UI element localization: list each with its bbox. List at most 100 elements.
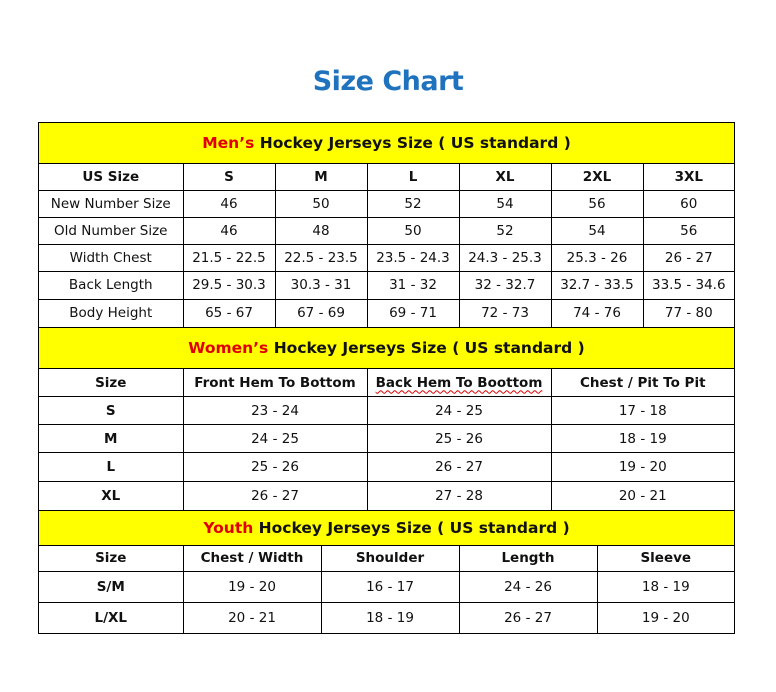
table-row: XL 26 - 27 27 - 28 20 - 21 — [39, 481, 735, 511]
table-cell: 52 — [366, 189, 460, 218]
table-row: S 23 - 24 24 - 25 17 - 18 — [39, 396, 735, 425]
cell-text: Back Hem To Boottom — [375, 374, 543, 391]
table-cell: 46 — [182, 189, 276, 218]
table-cell: 20 - 21 — [550, 481, 735, 511]
size-chart: Men’s Hockey Jerseys Size ( US standard … — [38, 122, 735, 634]
mens-table: Men’s Hockey Jerseys Size ( US standard … — [39, 123, 735, 328]
table-row: Body Height 65 - 67 67 - 69 69 - 71 72 - 73 7… — [39, 298, 735, 328]
table-cell: XL — [39, 481, 184, 511]
column-header: Chest / Pit To Pit — [550, 368, 735, 397]
table-cell: 26 - 27 — [458, 601, 598, 634]
table-cell: 56 — [550, 189, 644, 218]
page-title: Size Chart — [312, 66, 464, 97]
column-header: Chest / Width — [182, 544, 322, 572]
column-header: Shoulder — [320, 544, 460, 572]
table-cell: M — [39, 424, 184, 453]
table-cell: Old Number Size — [39, 216, 184, 245]
table-cell: 54 — [550, 216, 644, 245]
table-cell: 24.3 - 25.3 — [458, 243, 552, 272]
youth-heading: Youth Hockey Jerseys Size ( US standard … — [39, 511, 735, 546]
table-cell: 72 - 73 — [458, 298, 552, 328]
table-cell: 24 - 25 — [366, 396, 552, 425]
column-header: US Size — [39, 162, 184, 191]
column-header: S — [182, 162, 276, 191]
table-row: M 24 - 25 25 - 26 18 - 19 — [39, 424, 735, 453]
table-row: L 25 - 26 26 - 27 19 - 20 — [39, 452, 735, 482]
table-cell: 16 - 17 — [320, 570, 460, 603]
table-cell: 29.5 - 30.3 — [182, 270, 276, 300]
table-cell: 18 - 19 — [320, 601, 460, 634]
womens-heading: Women’s Hockey Jerseys Size ( US standar… — [39, 327, 735, 369]
table-cell: Body Height — [39, 298, 184, 328]
table-cell: 46 — [182, 216, 276, 245]
table-cell: 69 - 71 — [366, 298, 460, 328]
column-header: XL — [458, 162, 552, 191]
womens-table: Women’s Hockey Jerseys Size ( US standar… — [39, 327, 735, 511]
table-cell: 54 — [458, 189, 552, 218]
table-cell: 30.3 - 31 — [274, 270, 368, 300]
table-row: Back Length 29.5 - 30.3 30.3 - 31 31 - 32 32… — [39, 270, 735, 300]
table-cell: 19 - 20 — [182, 570, 322, 603]
table-row: New Number Size 46 50 52 54 56 60 — [39, 189, 735, 218]
table-row: Width Chest 21.5 - 22.5 22.5 - 23.5 23.5 - … — [39, 243, 735, 272]
table-cell: 25 - 26 — [366, 424, 552, 453]
table-cell: 21.5 - 22.5 — [182, 243, 276, 272]
table-cell: 77 - 80 — [642, 298, 735, 328]
table-row: Old Number Size 46 48 50 52 54 56 — [39, 216, 735, 245]
table-cell: 17 - 18 — [550, 396, 735, 425]
table-cell: 25.3 - 26 — [550, 243, 644, 272]
table-cell: 33.5 - 34.6 — [642, 270, 735, 300]
table-cell: 60 — [642, 189, 735, 218]
table-cell: 23.5 - 24.3 — [366, 243, 460, 272]
table-cell: 67 - 69 — [274, 298, 368, 328]
table-row: S/M 19 - 20 16 - 17 24 - 26 18 - 19 — [39, 570, 735, 603]
column-header: 2XL — [550, 162, 644, 191]
table-cell: 32 - 32.7 — [458, 270, 552, 300]
table-cell: 50 — [366, 216, 460, 245]
header-row: Size Chest / Width Shoulder Length Sleeve — [39, 544, 735, 572]
table-cell: New Number Size — [39, 189, 184, 218]
table-cell: 31 - 32 — [366, 270, 460, 300]
table-cell: 26 - 27 — [642, 243, 735, 272]
table-cell: S/M — [39, 570, 184, 603]
table-cell: 18 - 19 — [596, 570, 735, 603]
column-header: Front Hem To Bottom — [182, 368, 368, 397]
table-cell: 52 — [458, 216, 552, 245]
table-cell: Width Chest — [39, 243, 184, 272]
column-header: L — [366, 162, 460, 191]
column-header: Sleeve — [596, 544, 735, 572]
column-header: 3XL — [642, 162, 735, 191]
table-cell: 26 - 27 — [366, 452, 552, 482]
table-cell: Back Length — [39, 270, 184, 300]
table-row: L/XL 20 - 21 18 - 19 26 - 27 19 - 20 — [39, 601, 735, 634]
column-header: Size — [39, 368, 184, 397]
youth-table: Youth Hockey Jerseys Size ( US standard … — [39, 511, 735, 634]
table-cell: 22.5 - 23.5 — [274, 243, 368, 272]
table-cell: 74 - 76 — [550, 298, 644, 328]
table-cell: 20 - 21 — [182, 601, 322, 634]
table-cell: 18 - 19 — [550, 424, 735, 453]
table-cell: S — [39, 396, 184, 425]
column-header: Length — [458, 544, 598, 572]
column-header: Size — [39, 544, 184, 572]
table-cell: 50 — [274, 189, 368, 218]
table-cell: 32.7 - 33.5 — [550, 270, 644, 300]
column-header: M — [274, 162, 368, 191]
column-header: Back Hem To Boottom — [366, 368, 552, 397]
table-cell: 65 - 67 — [182, 298, 276, 328]
table-cell: 24 - 26 — [458, 570, 598, 603]
table-cell: 27 - 28 — [366, 481, 552, 511]
table-cell: L — [39, 452, 184, 482]
table-cell: 25 - 26 — [182, 452, 368, 482]
table-cell: 56 — [642, 216, 735, 245]
table-cell: 48 — [274, 216, 368, 245]
table-cell: 26 - 27 — [182, 481, 368, 511]
table-cell: 23 - 24 — [182, 396, 368, 425]
table-cell: 19 - 20 — [596, 601, 735, 634]
header-row: US Size S M L XL 2XL 3XL — [39, 162, 735, 191]
table-cell: 19 - 20 — [550, 452, 735, 482]
table-cell: 24 - 25 — [182, 424, 368, 453]
table-cell: L/XL — [39, 601, 184, 634]
header-row: Size Front Hem To Bottom Back Hem To Boott… — [39, 368, 735, 397]
mens-heading: Men’s Hockey Jerseys Size ( US standard … — [39, 123, 735, 164]
